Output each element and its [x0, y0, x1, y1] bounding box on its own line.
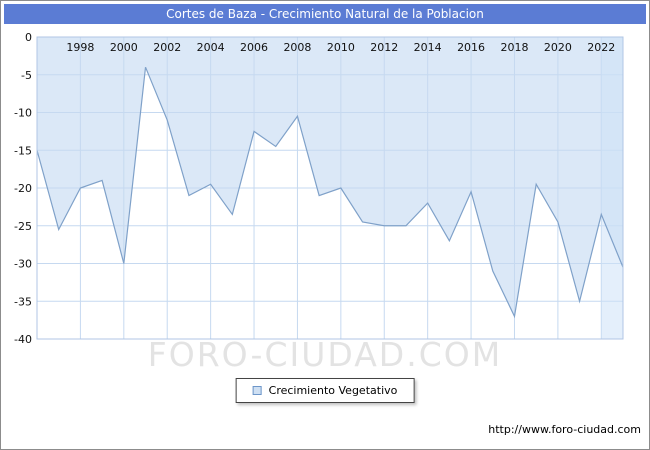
plot-border	[36, 36, 624, 340]
current-year-band	[601, 37, 623, 339]
chart-title: Cortes de Baza - Crecimiento Natural de …	[4, 4, 646, 24]
footer-url-link[interactable]: http://www.foro-ciudad.com	[488, 423, 641, 436]
x-tick-label: 2022	[587, 41, 615, 54]
y-tick-label: -30	[14, 258, 32, 271]
y-tick-label: -40	[14, 333, 32, 346]
y-tick-label: -20	[14, 182, 32, 195]
x-tick-label: 1998	[66, 41, 94, 54]
y-tick-label: -35	[14, 295, 32, 308]
x-tick-label: 2014	[414, 41, 442, 54]
y-tick-label: 0	[25, 31, 32, 44]
watermark: FORO-CIUDAD.COM	[147, 335, 503, 374]
legend-marker-square	[252, 386, 262, 395]
x-tick-label: 2002	[153, 41, 181, 54]
x-tick-label: 2020	[544, 41, 572, 54]
x-tick-label: 2008	[283, 41, 311, 54]
x-tick-label: 2016	[457, 41, 485, 54]
x-tick-label: 2006	[240, 41, 268, 54]
x-tick-label: 2018	[500, 41, 528, 54]
legend: Crecimiento Vegetativo	[235, 378, 415, 403]
y-tick-label: -25	[14, 220, 32, 233]
legend-label: Crecimiento Vegetativo	[268, 384, 398, 397]
data-line	[36, 66, 624, 319]
x-tick-label: 2004	[197, 41, 225, 54]
y-tick-label: -5	[21, 69, 32, 82]
x-tick-label: 2010	[327, 41, 355, 54]
y-tick-label: -15	[14, 144, 32, 157]
y-tick-label: -10	[14, 107, 32, 120]
area-fill	[37, 37, 623, 317]
x-tick-label: 2000	[110, 41, 138, 54]
x-tick-label: 2012	[370, 41, 398, 54]
